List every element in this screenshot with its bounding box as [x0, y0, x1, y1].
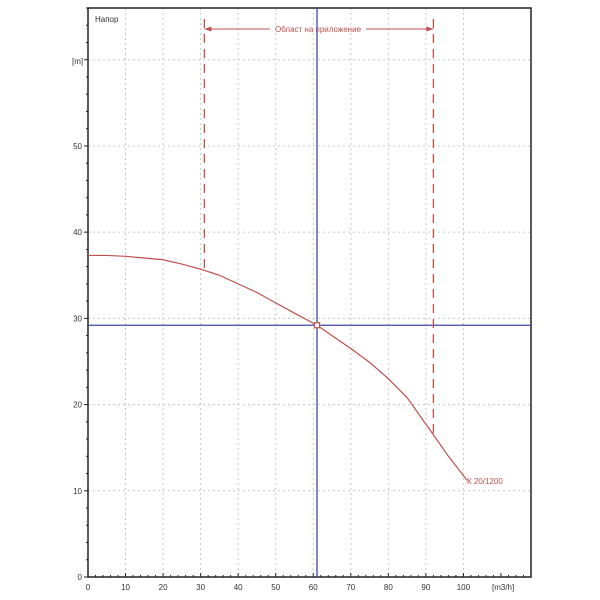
- x-tick-label: 80: [384, 583, 393, 592]
- x-tick-label: 100: [457, 583, 471, 592]
- x-tick-label: 70: [346, 583, 355, 592]
- operating-point-marker: [313, 322, 321, 329]
- series-label: К 20/1200: [467, 477, 503, 486]
- y-tick-label: 10: [73, 487, 82, 496]
- arrowhead-left: [204, 26, 212, 32]
- x-tick-label: 90: [421, 583, 430, 592]
- x-tick-label: 20: [159, 583, 168, 592]
- y-tick-label: 20: [73, 401, 82, 410]
- x-tick-label: 60: [309, 583, 318, 592]
- x-axis-label: [m3/h]: [492, 583, 514, 592]
- x-tick-label: 50: [271, 583, 280, 592]
- pump-curve: [88, 254, 468, 481]
- x-tick-label: 40: [234, 583, 243, 592]
- x-tick-label: 30: [196, 583, 205, 592]
- y-tick-label: 40: [73, 228, 82, 237]
- plot-frame: [87, 7, 532, 578]
- y-tick-label: 50: [73, 142, 82, 151]
- application-range-label: Област на приложение: [275, 25, 362, 34]
- arrowhead-right: [426, 26, 434, 32]
- chart-title: Напор: [95, 15, 119, 24]
- x-tick-label: 0: [86, 583, 91, 592]
- y-axis-label: [m]: [72, 57, 83, 66]
- y-tick-label: 30: [73, 314, 82, 323]
- x-tick-label: 10: [121, 583, 130, 592]
- y-tick-label: 0: [78, 573, 83, 582]
